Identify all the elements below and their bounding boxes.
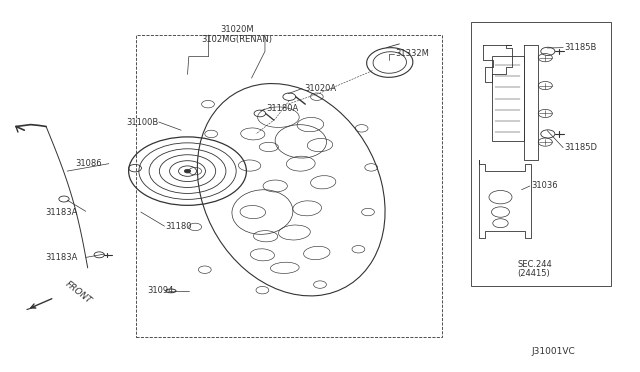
Text: FRONT: FRONT [64,280,94,306]
Circle shape [184,169,191,173]
Text: 31185B: 31185B [564,43,597,52]
Text: 31020A: 31020A [304,84,336,93]
Text: 3102MG(RENAN): 3102MG(RENAN) [202,35,272,44]
Text: 31183A: 31183A [45,253,77,262]
Bar [136,35,442,337]
Text: 31183A: 31183A [45,208,77,217]
Text: 31100B: 31100B [127,118,159,126]
Text: 31036: 31036 [531,182,558,190]
Text: 31332M: 31332M [396,49,429,58]
Text: SEC.244: SEC.244 [517,260,552,269]
Bar [471,22,611,286]
Text: J31001VC: J31001VC [531,347,575,356]
Text: 31180A: 31180A [266,105,298,113]
Text: 31094: 31094 [147,286,173,295]
Text: (24415): (24415) [517,269,550,278]
Text: 31185D: 31185D [564,143,598,152]
Text: 31086: 31086 [76,159,102,168]
Bar [492,56,524,141]
Text: 31020M: 31020M [220,25,253,34]
Text: 31180: 31180 [165,222,191,231]
